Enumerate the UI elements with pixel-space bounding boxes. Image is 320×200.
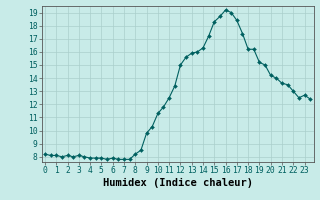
X-axis label: Humidex (Indice chaleur): Humidex (Indice chaleur) — [103, 178, 252, 188]
